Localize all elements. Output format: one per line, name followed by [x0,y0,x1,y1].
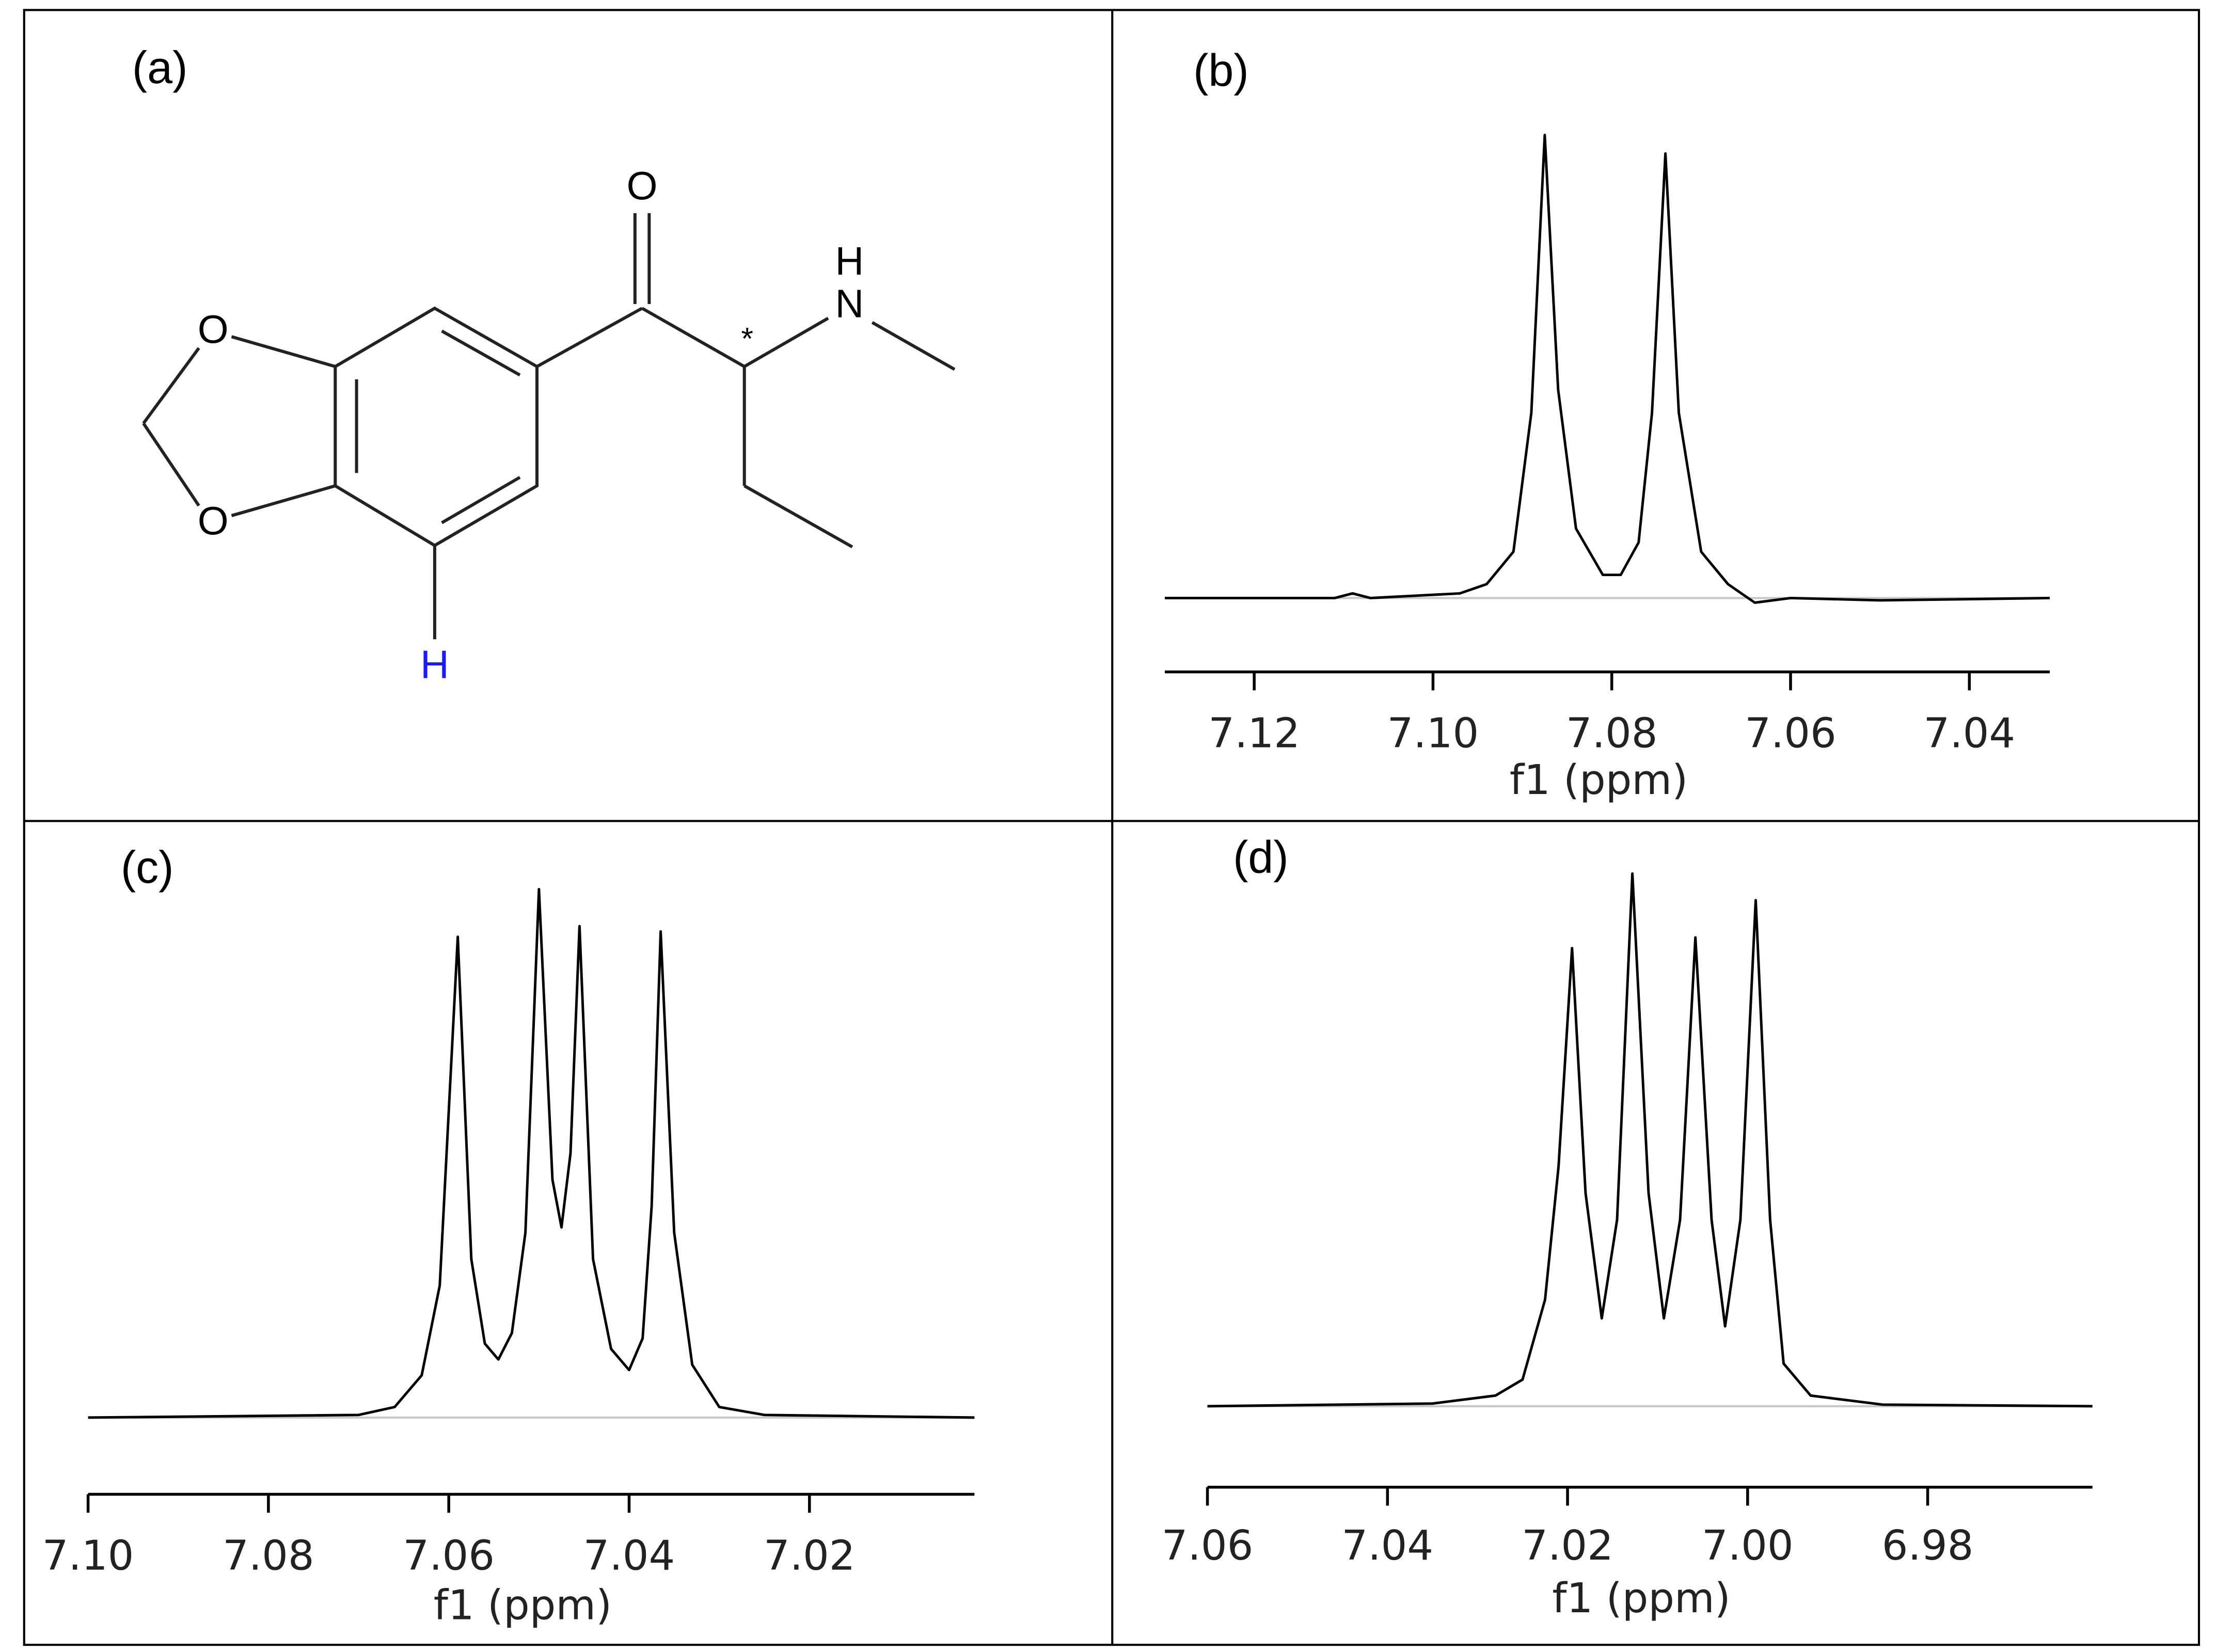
x-tick-label: 7.00 [1702,1521,1794,1569]
x-tick-label: 7.10 [1387,709,1479,757]
x-axis-label: f1 (ppm) [1510,756,1688,804]
panel-label: (a) [132,42,188,93]
spectrum-line [88,887,975,1419]
stereo-mark: * [741,321,753,356]
atom-label: H [835,239,864,283]
x-tick-label: 7.10 [42,1531,134,1579]
x-tick-label: 7.08 [223,1531,314,1579]
x-tick-label: 7.06 [403,1531,495,1579]
spectrum-line [1207,872,2093,1408]
x-tick-label: 7.06 [1162,1521,1254,1569]
atom-label: H [420,643,449,687]
bonds [142,213,956,640]
x-tick-label: 6.98 [1882,1521,1974,1569]
structure: (a) O O O N H * H [132,42,956,687]
atom-label: N [835,282,864,326]
atom-label: O [198,307,229,352]
x-tick-label: 7.08 [1566,709,1658,757]
x-tick-label: 7.04 [583,1531,675,1579]
atom-label: O [198,499,229,544]
x-axis-label: f1 (ppm) [434,1581,612,1629]
x-tick-label: 7.06 [1745,709,1837,757]
x-tick-label: 7.04 [1342,1521,1434,1569]
x-axis-label: f1 (ppm) [1552,1574,1730,1622]
x-tick-label: 7.02 [1522,1521,1613,1569]
panel-label: (c) [121,841,174,893]
x-tick-label: 7.04 [1923,709,2015,757]
atom-label: O [627,164,658,208]
spectrum-line [1165,134,2050,604]
panel-label: (b) [1193,44,1249,96]
panel-label: (d) [1233,832,1289,883]
x-tick-label: 7.12 [1208,709,1300,757]
x-tick-label: 7.02 [764,1531,856,1579]
